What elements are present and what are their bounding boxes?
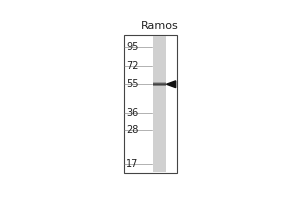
Text: 72: 72 [126, 61, 139, 71]
Text: 17: 17 [126, 159, 139, 169]
Polygon shape [167, 81, 176, 88]
Bar [153, 36, 166, 172]
Text: 95: 95 [126, 42, 139, 52]
Text: 28: 28 [126, 125, 139, 135]
Text: Ramos: Ramos [141, 21, 178, 31]
Bar [124, 35, 177, 173]
Text: 55: 55 [126, 79, 139, 89]
Text: 36: 36 [126, 108, 139, 118]
